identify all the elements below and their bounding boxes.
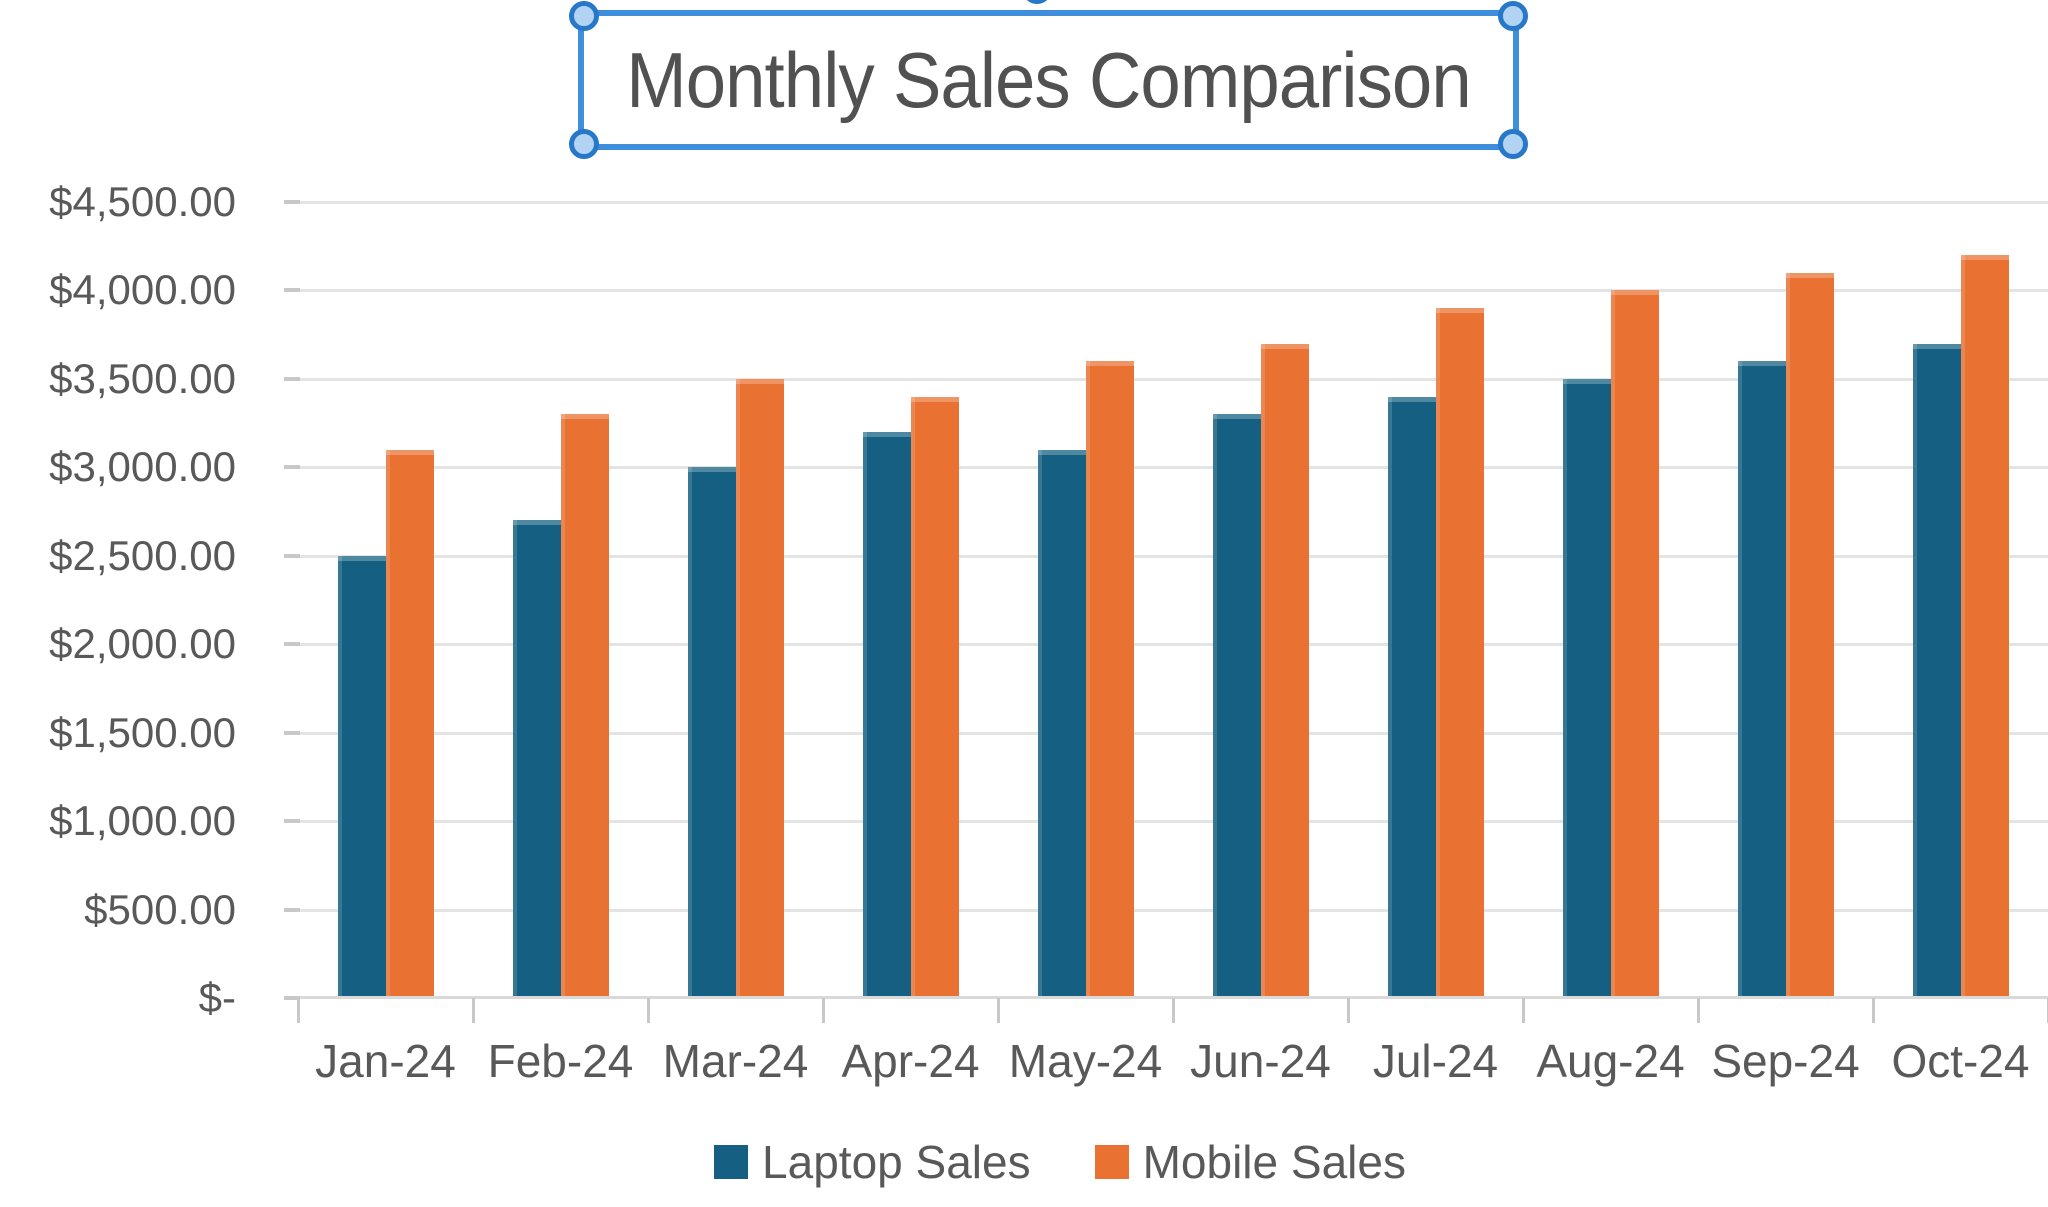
- x-axis-label-mar-24[interactable]: Mar-24: [662, 1035, 809, 1087]
- x-axis-label-aug-24[interactable]: Aug-24: [1536, 1035, 1685, 1087]
- gridline-2000: [298, 643, 2048, 647]
- gridline-1500: [298, 731, 2048, 735]
- bar-mobile-sales-feb-24[interactable]: [560, 414, 609, 997]
- y-axis-tick-0: [284, 996, 300, 1000]
- selection-handle-top-right[interactable]: [1498, 1, 1528, 31]
- y-axis-label-500[interactable]: $500.00: [84, 885, 236, 933]
- x-axis-tick-6: [1347, 998, 1350, 1023]
- bar-mobile-sales-may-24[interactable]: [1085, 361, 1134, 997]
- legend-label-laptop-sales: Laptop Sales: [762, 1136, 1031, 1188]
- bar-laptop-sales-jun-24[interactable]: [1212, 414, 1261, 997]
- y-axis-label-1500[interactable]: $1,500.00: [49, 708, 236, 756]
- gridline-3500: [298, 377, 2048, 381]
- x-axis-label-jun-24[interactable]: Jun-24: [1190, 1035, 1331, 1087]
- chart-title[interactable]: Monthly Sales Comparison: [626, 35, 1471, 124]
- y-axis-label-3000[interactable]: $3,000.00: [49, 443, 236, 491]
- bar-laptop-sales-jul-24[interactable]: [1387, 396, 1436, 997]
- gridline-4500: [298, 201, 2048, 204]
- y-axis-label-3500[interactable]: $3,500.00: [49, 354, 236, 402]
- x-axis-label-oct-24[interactable]: Oct-24: [1891, 1035, 2030, 1087]
- x-axis-tick-0: [297, 998, 300, 1023]
- bar-mobile-sales-apr-24[interactable]: [910, 396, 959, 997]
- y-axis-tick-2000: [284, 642, 300, 647]
- x-axis-label-feb-24[interactable]: Feb-24: [487, 1035, 634, 1087]
- y-axis-tick-2500: [284, 553, 300, 558]
- selection-handle-top-left[interactable]: [569, 1, 599, 31]
- gridline-1000: [298, 820, 2048, 824]
- legend-swatch-mobile-sales: [1094, 1145, 1129, 1179]
- legend-swatch-laptop-sales: [714, 1145, 749, 1179]
- bar-mobile-sales-jan-24[interactable]: [385, 449, 434, 997]
- x-axis-tick-8: [1697, 998, 1700, 1023]
- bar-mobile-sales-mar-24[interactable]: [735, 378, 784, 997]
- y-axis-label-4500[interactable]: $4,500.00: [49, 178, 236, 225]
- y-axis-label-1000[interactable]: $1,000.00: [49, 797, 236, 845]
- y-axis-tick-3500: [284, 376, 300, 381]
- x-axis-tick-9: [1872, 998, 1875, 1023]
- chart-title-selection-box[interactable]: Monthly Sales Comparison: [569, 1, 1528, 159]
- x-axis-tick-7: [1522, 998, 1525, 1023]
- gridline-3000: [298, 466, 2048, 470]
- y-axis-label-4000[interactable]: $4,000.00: [49, 266, 236, 314]
- y-axis-label-0[interactable]: $-: [198, 974, 236, 1021]
- selection-handle-bottom-left[interactable]: [569, 129, 599, 159]
- bar-mobile-sales-sep-24[interactable]: [1785, 272, 1834, 997]
- bar-mobile-sales-oct-24[interactable]: [1960, 255, 2009, 997]
- bar-mobile-sales-jul-24[interactable]: [1435, 308, 1484, 997]
- gridline-2500: [298, 554, 2048, 558]
- gridline-500: [298, 908, 2048, 912]
- x-axis-tick-2: [647, 998, 650, 1023]
- gridline-4000: [298, 289, 2048, 293]
- x-axis-label-sep-24[interactable]: Sep-24: [1711, 1035, 1860, 1087]
- x-axis-label-apr-24[interactable]: Apr-24: [841, 1035, 980, 1087]
- y-axis-label-2500[interactable]: $2,500.00: [49, 531, 236, 579]
- selection-handle-top-center-partial[interactable]: [1022, 0, 1052, 4]
- bar-mobile-sales-aug-24[interactable]: [1610, 290, 1659, 997]
- x-axis-label-may-24[interactable]: May-24: [1008, 1035, 1163, 1087]
- x-axis-label-jan-24[interactable]: Jan-24: [315, 1035, 456, 1087]
- bar-laptop-sales-aug-24[interactable]: [1562, 378, 1611, 997]
- y-axis-label-2000[interactable]: $2,000.00: [49, 620, 236, 668]
- legend: Laptop Sales Mobile Sales: [36, 1130, 2048, 1194]
- y-axis-tick-1500: [284, 730, 300, 735]
- bar-laptop-sales-apr-24[interactable]: [862, 431, 911, 997]
- bar-laptop-sales-may-24[interactable]: [1037, 449, 1086, 997]
- x-axis-tick-1: [472, 998, 475, 1023]
- y-axis-tick-3000: [284, 465, 300, 470]
- bar-laptop-sales-sep-24[interactable]: [1737, 361, 1786, 997]
- bar-laptop-sales-feb-24[interactable]: [512, 520, 561, 997]
- x-axis-tick-5: [1172, 998, 1175, 1023]
- legend-item-mobile-sales[interactable]: Mobile Sales: [1094, 1135, 1406, 1189]
- x-axis-tick-4: [997, 998, 1000, 1023]
- bar-laptop-sales-mar-24[interactable]: [687, 467, 736, 997]
- legend-item-laptop-sales[interactable]: Laptop Sales: [714, 1135, 1031, 1189]
- x-axis-label-jul-24[interactable]: Jul-24: [1372, 1035, 1499, 1087]
- bar-mobile-sales-jun-24[interactable]: [1260, 343, 1309, 997]
- legend-label-mobile-sales: Mobile Sales: [1142, 1136, 1406, 1188]
- selection-handle-bottom-right[interactable]: [1498, 129, 1528, 159]
- y-axis-tick-500: [284, 907, 300, 912]
- y-axis-tick-4000: [284, 288, 300, 293]
- bar-laptop-sales-jan-24[interactable]: [337, 555, 386, 997]
- y-axis-tick-4500: [284, 200, 300, 204]
- y-axis-tick-1000: [284, 819, 300, 824]
- bar-laptop-sales-oct-24[interactable]: [1912, 343, 1961, 997]
- x-axis-tick-3: [822, 998, 825, 1023]
- x-axis-line: [298, 996, 2048, 999]
